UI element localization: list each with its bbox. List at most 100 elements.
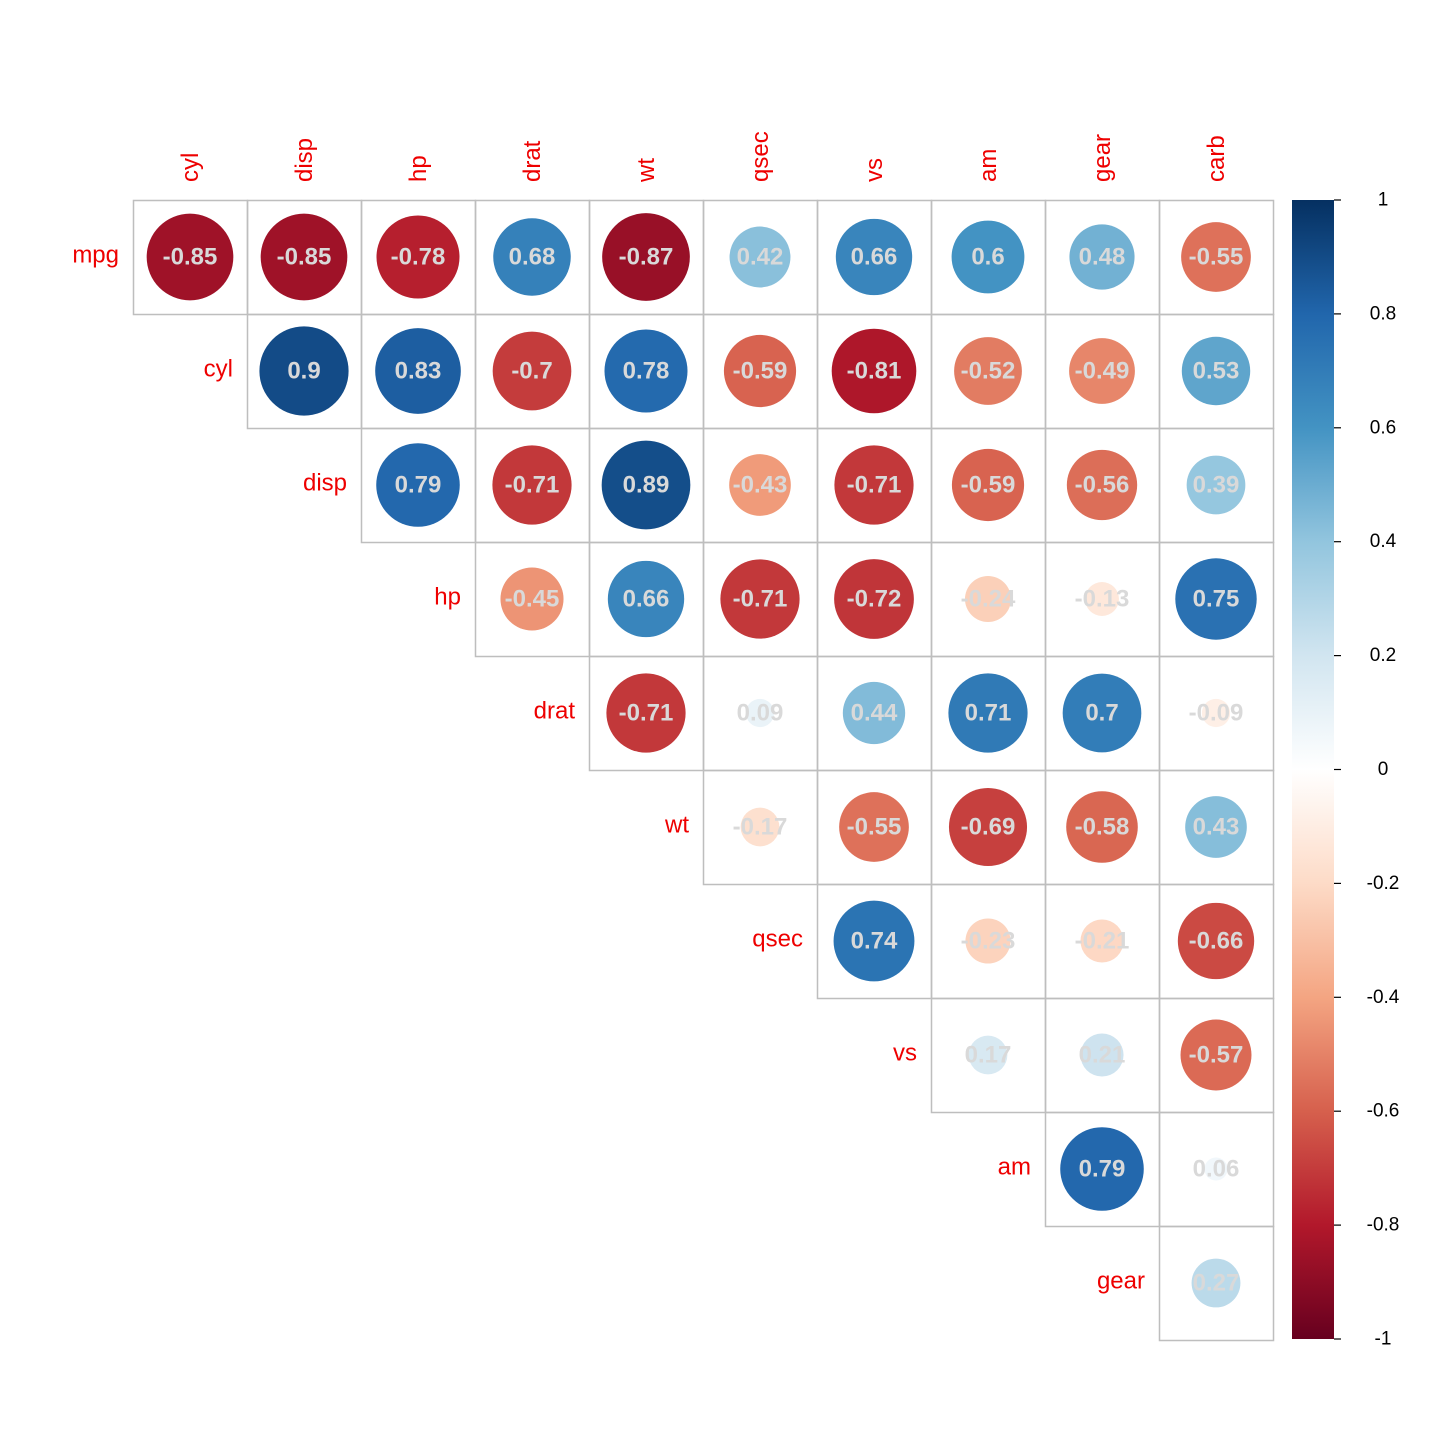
grid-lines (132, 199, 1275, 1342)
corr-circle-gear-carb (1191, 1258, 1241, 1308)
corr-circle-disp-drat (492, 445, 572, 525)
column-label-carb: carb (1203, 135, 1230, 182)
corr-circle-cyl-qsec (723, 334, 797, 408)
corr-value-disp-drat: -0.71 (505, 472, 560, 499)
corr-circle-wt-gear (1066, 791, 1138, 863)
corr-circle-cyl-carb (1181, 336, 1251, 406)
corr-value-qsec-vs: 0.74 (851, 928, 898, 955)
column-label-wt: wt (633, 158, 660, 183)
corr-value-disp-hp: 0.79 (395, 472, 442, 499)
corr-circle-mpg-am (951, 220, 1025, 294)
colorbar-tick-label: -1 (1375, 1329, 1392, 1350)
colorbar-gradient (1292, 200, 1334, 1339)
corr-value-wt-carb: 0.43 (1193, 814, 1240, 841)
corr-value-disp-wt: 0.89 (623, 472, 670, 499)
corr-value-drat-gear: 0.7 (1085, 700, 1118, 727)
colorbar-tick-label: 0.2 (1370, 645, 1396, 666)
colorbar-tick-label: -0.4 (1367, 987, 1400, 1008)
corr-value-mpg-carb: -0.55 (1189, 244, 1244, 271)
corr-circle-mpg-wt (602, 213, 690, 301)
corr-value-mpg-drat: 0.68 (509, 244, 556, 271)
corr-circle-disp-am (951, 448, 1025, 522)
colorbar-tick-label: 1 (1378, 190, 1389, 211)
row-label-wt: wt (664, 812, 689, 839)
corr-circle-qsec-gear (1080, 919, 1124, 963)
row-labels: mpg cyl disp hp drat wt qsec vs am gear (72, 242, 1145, 1295)
corr-circle-drat-vs (842, 681, 906, 745)
corr-value-disp-qsec: -0.43 (733, 472, 788, 499)
corr-circle-wt-am (948, 787, 1028, 867)
corr-value-vs-carb: -0.57 (1189, 1042, 1244, 1069)
row-label-qsec: qsec (752, 926, 803, 953)
row-label-disp: disp (303, 470, 347, 497)
grid-cell (1158, 1225, 1275, 1342)
corr-value-gear-carb: 0.27 (1193, 1270, 1240, 1297)
corr-value-wt-am: -0.69 (961, 814, 1016, 841)
corr-value-hp-qsec: -0.71 (733, 586, 788, 613)
colorbar-tick-label: 0.6 (1370, 417, 1396, 438)
corr-value-mpg-am: 0.6 (971, 244, 1004, 271)
corr-circle-mpg-cyl (146, 213, 234, 301)
corr-circle-disp-qsec (729, 454, 791, 516)
corr-circle-qsec-vs (833, 900, 915, 982)
corr-circle-cyl-drat (492, 331, 572, 411)
correlation-circles (146, 213, 1257, 1308)
corr-value-mpg-wt: -0.87 (619, 244, 674, 271)
corr-value-wt-gear: -0.58 (1075, 814, 1130, 841)
corr-value-cyl-wt: 0.78 (623, 358, 670, 385)
corr-value-drat-vs: 0.44 (851, 700, 898, 727)
corr-circle-mpg-qsec (729, 226, 791, 288)
corr-circle-drat-wt (606, 673, 686, 753)
colorbar-tick-label: -0.8 (1367, 1215, 1400, 1236)
colorbar-ticks: 1 0.8 0.6 0.4 0.2 0 -0.2 -0.4 -0.6 -0.8 -1 (1334, 190, 1400, 1350)
corr-value-hp-carb: 0.75 (1193, 586, 1240, 613)
corr-circle-drat-gear (1062, 673, 1142, 753)
column-label-hp: hp (405, 155, 432, 182)
column-label-cyl: cyl (177, 153, 204, 182)
corr-value-hp-gear: -0.13 (1075, 586, 1130, 613)
colorbar-legend: 1 0.8 0.6 0.4 0.2 0 -0.2 -0.4 -0.6 -0.8 -1 (1292, 190, 1400, 1350)
row-label-hp: hp (434, 584, 461, 611)
column-label-am: am (975, 149, 1002, 182)
corr-circle-am-carb (1204, 1157, 1228, 1181)
corr-circle-cyl-am (954, 337, 1022, 405)
corr-value-cyl-vs: -0.81 (847, 358, 902, 385)
corr-circle-cyl-disp (259, 326, 349, 416)
corr-circle-hp-carb (1175, 558, 1257, 640)
corr-value-hp-wt: 0.66 (623, 586, 670, 613)
row-label-cyl: cyl (204, 356, 233, 383)
colorbar-tick-label: -0.2 (1367, 873, 1400, 894)
corr-circle-qsec-am (965, 918, 1011, 964)
corr-value-wt-vs: -0.55 (847, 814, 902, 841)
corr-circle-drat-qsec (745, 698, 775, 728)
corr-circle-vs-gear (1080, 1033, 1124, 1077)
corr-circle-mpg-gear (1069, 224, 1135, 290)
corr-circle-cyl-gear (1069, 338, 1135, 404)
corr-circle-mpg-vs (835, 218, 913, 296)
corr-circle-drat-carb (1201, 698, 1231, 728)
column-label-gear: gear (1089, 134, 1116, 182)
corr-circle-qsec-carb (1177, 902, 1255, 980)
corr-circle-disp-wt (601, 440, 691, 530)
corr-circle-mpg-hp (376, 215, 460, 299)
corr-circle-disp-hp (376, 443, 460, 527)
corr-value-cyl-carb: 0.53 (1193, 358, 1240, 385)
corr-value-mpg-disp: -0.85 (277, 244, 332, 271)
row-label-vs: vs (893, 1040, 917, 1067)
corr-value-mpg-gear: 0.48 (1079, 244, 1126, 271)
corr-value-am-carb: 0.06 (1193, 1156, 1240, 1183)
corr-value-vs-am: 0.17 (965, 1042, 1012, 1069)
corr-circle-drat-am (948, 673, 1028, 753)
row-label-gear: gear (1097, 1268, 1145, 1295)
column-label-vs: vs (861, 158, 888, 182)
corr-value-drat-carb: -0.09 (1189, 700, 1244, 727)
corr-value-qsec-gear: -0.21 (1075, 928, 1130, 955)
column-labels: cyl disp hp drat wt qsec vs am gear carb (177, 131, 1230, 183)
corr-circle-wt-vs (839, 792, 909, 862)
corr-value-vs-gear: 0.21 (1079, 1042, 1126, 1069)
corr-value-cyl-disp: 0.9 (287, 358, 320, 385)
corr-circle-hp-drat (500, 567, 564, 631)
corr-circle-hp-qsec (720, 559, 800, 639)
column-label-qsec: qsec (747, 131, 774, 182)
